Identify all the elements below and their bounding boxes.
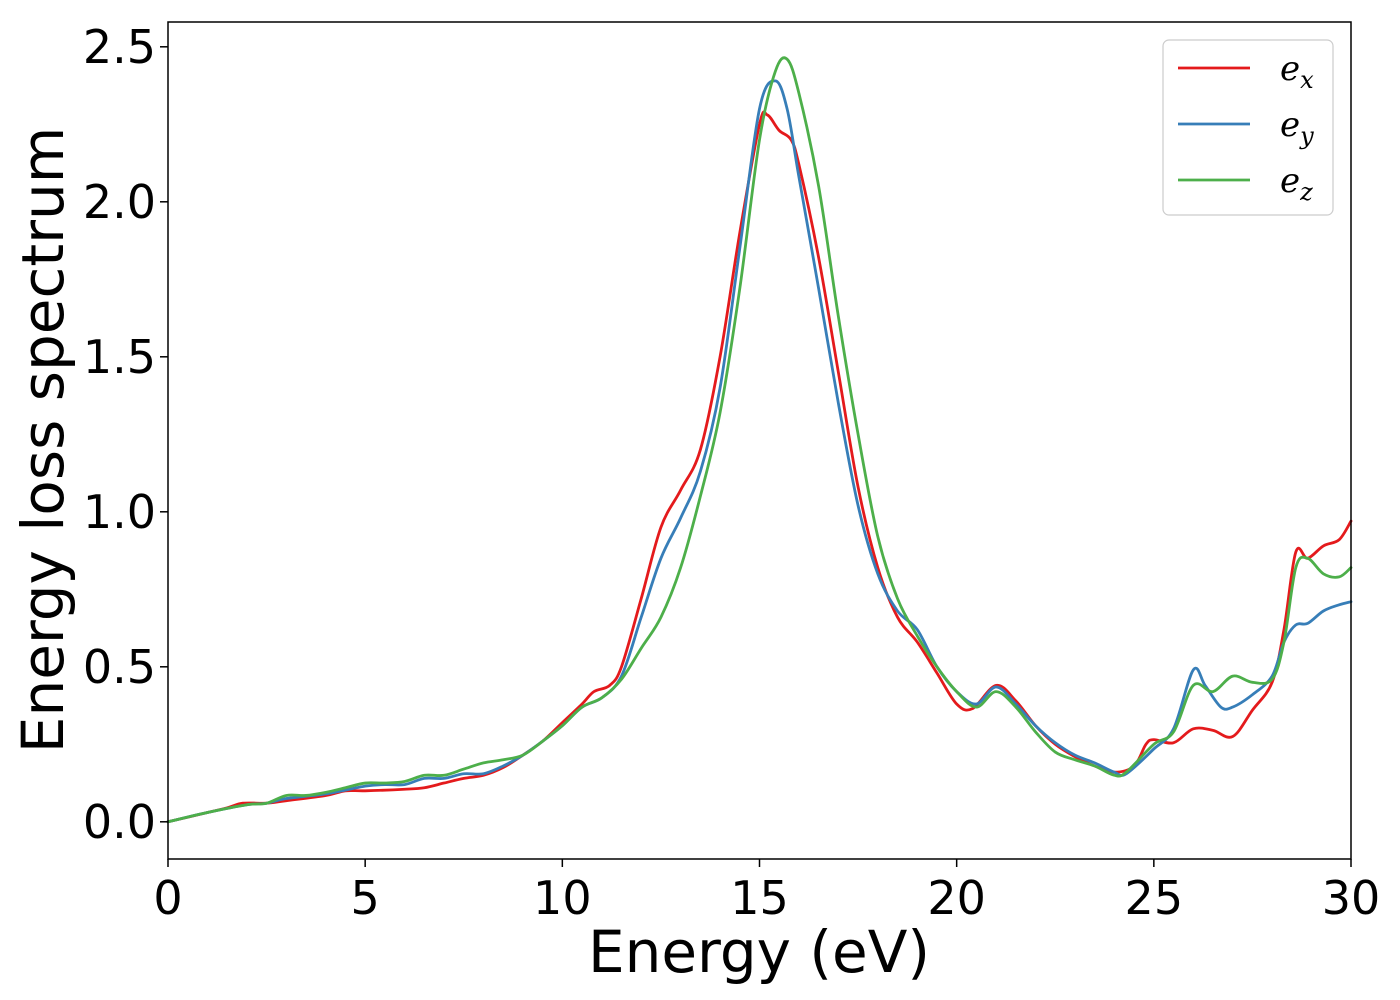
series-line-e-y bbox=[166, 79, 1353, 824]
legend-subscript: y bbox=[1299, 122, 1314, 150]
y-axis-label: Energy loss spectrum bbox=[9, 127, 77, 753]
legend-subscript: x bbox=[1300, 66, 1314, 94]
y-tick-label: 0.5 bbox=[83, 640, 156, 694]
x-tick-label: 0 bbox=[153, 871, 182, 925]
x-tick-label: 15 bbox=[730, 871, 789, 925]
series-layer bbox=[166, 56, 1353, 824]
y-axis-ticks: 0.0 0.5 1.0 1.5 2.0 2.5 bbox=[83, 20, 168, 849]
series-line-e-x bbox=[166, 110, 1353, 824]
y-tick-label: 1.5 bbox=[83, 330, 156, 384]
x-tick-label: 25 bbox=[1125, 871, 1184, 925]
y-tick-label: 1.0 bbox=[83, 485, 156, 539]
x-axis-label: Energy (eV) bbox=[588, 918, 930, 986]
series-line-e-z bbox=[166, 56, 1353, 824]
y-tick-label: 2.0 bbox=[83, 175, 156, 229]
x-tick-label: 30 bbox=[1322, 871, 1381, 925]
y-tick-label: 2.5 bbox=[83, 20, 156, 74]
legend-box bbox=[1162, 39, 1334, 216]
x-axis-ticks: 0 5 10 15 20 25 30 bbox=[153, 859, 1380, 925]
x-tick-label: 20 bbox=[927, 871, 986, 925]
x-tick-label: 5 bbox=[351, 871, 380, 925]
legend-subscript: z bbox=[1299, 178, 1313, 206]
y-tick-label: 0.0 bbox=[83, 795, 156, 849]
x-tick-label: 10 bbox=[533, 871, 592, 925]
